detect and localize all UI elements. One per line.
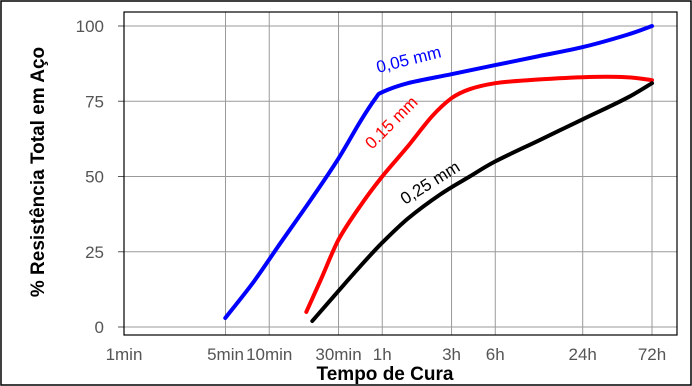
series-line-1 — [304, 74, 654, 314]
x-tick-label-5: 3h — [442, 345, 461, 364]
y-axis-title: % Resistência Total em Aço — [28, 47, 49, 297]
x-tick-label-4: 1h — [373, 345, 392, 364]
x-tick-label-1: 5min — [207, 345, 244, 364]
y-tick-label-0: 0 — [95, 318, 104, 337]
series-line-0 — [223, 24, 654, 320]
x-tick-label-0: 1min — [106, 345, 143, 364]
tick-labels: 1min 5min 10min 30min 1h 3h 6h 24h 72h 0 25 50 75 100 — [76, 17, 667, 364]
x-tick-label-8: 72h — [638, 345, 666, 364]
y-tick-label-2: 50 — [85, 168, 104, 187]
plot-area-border — [123, 11, 678, 336]
y-tick-label-3: 75 — [85, 92, 104, 111]
series-line-2 — [310, 81, 654, 323]
x-tick-label-7: 24h — [569, 345, 597, 364]
y-tick-label-1: 25 — [85, 243, 104, 262]
x-tick-label-6: 6h — [486, 345, 505, 364]
x-tick-label-2: 10min — [246, 345, 292, 364]
x-axis-title: Tempo de Cura — [317, 364, 454, 385]
x-tick-label-3: 30min — [315, 345, 361, 364]
series-lines — [223, 24, 654, 323]
y-tick-label-4: 100 — [76, 17, 104, 36]
